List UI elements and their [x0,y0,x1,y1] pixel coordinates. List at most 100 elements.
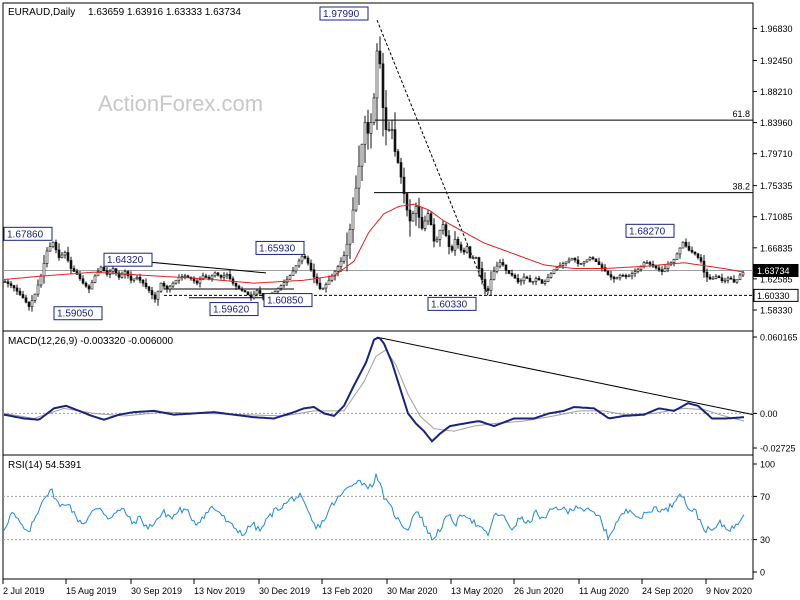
date-tick-label: 11 Aug 2020 [579,586,629,596]
price-tick-label: 1.88210 [760,87,793,97]
candle-body [387,129,391,131]
candle-body [198,279,202,284]
candle-body [141,279,145,284]
candle-body [129,275,133,281]
candle-body [426,213,430,222]
candle-body [645,262,649,264]
candle-body [453,238,457,251]
candle-body [15,287,19,292]
candle-body [57,249,61,258]
candle-body [540,279,544,284]
rsi-label: RSI(14) 54.5391 [8,460,82,471]
candle-body [186,275,190,278]
candle-body [624,275,628,278]
candle-body [648,262,652,265]
candle-body [585,259,589,263]
candle-body [378,50,382,65]
candle-body [12,285,16,289]
candle-body [174,279,178,284]
candle-body [534,277,538,282]
candle-body [465,246,469,253]
price-label-box [263,293,313,308]
candle-body [486,288,490,291]
candle-body [351,209,355,230]
candle-body [276,288,280,292]
candle-body [456,238,460,246]
price-label-box [209,302,259,317]
candle-body [480,268,484,280]
candle-body [408,209,412,222]
price-label: 1.68270 [629,226,666,237]
candle-body [594,258,598,263]
candle-body [432,224,436,242]
candle-body [138,277,142,281]
candle-body [678,247,682,255]
candle-body [660,269,664,272]
candle-body [477,257,481,269]
candle-body [318,282,322,289]
candle-body [732,278,736,283]
candle-body [144,282,148,288]
candle-body [210,275,214,280]
macd-signal-line [3,349,745,432]
date-tick-label: 13 May 2020 [451,586,503,596]
chart-ohlc: 1.63659 1.63916 1.63333 1.63734 [88,7,241,18]
candle-body [282,282,286,286]
watermark: ActionForex.com [98,91,263,116]
candle-body [60,254,64,258]
candle-body [414,206,418,214]
candle-body [249,294,253,299]
rsi-panel: 100 70 30 0 [3,460,775,578]
candle-body [369,121,373,134]
candle-body [96,271,100,277]
macd-line [3,336,745,443]
candle-body [591,257,595,260]
candle-body [252,293,256,299]
candle-body [588,257,592,261]
candle-body [375,50,379,99]
candle-body [9,283,13,286]
candle-body [255,290,259,295]
candle-body [207,277,211,280]
candle-body [396,151,400,163]
candle-body [192,278,196,282]
candle-body [582,261,586,264]
price-tick-label: 1.71085 [760,212,793,222]
candle-body [216,272,220,276]
candle-body [690,249,694,253]
candle-body [573,257,577,261]
candle-body [579,263,583,265]
candle-body [681,241,685,249]
rsi-line [3,473,745,541]
price-axis: 1.96830 1.92450 1.88210 1.83960 1.79710 1.753… [753,24,793,316]
date-tick-label: 13 Feb 2020 [322,586,373,596]
candle-body [30,300,34,307]
candle-body [708,276,712,280]
candle-body [327,279,331,285]
support-marker: 1.60330 [757,291,790,301]
candle-body [537,277,541,281]
candle-body [126,271,130,277]
candle-body [72,268,76,272]
candle-body [528,277,532,283]
candle-body [345,243,349,257]
candle-body [525,276,529,279]
candle-body [132,278,136,281]
candle-body [219,274,223,278]
candle-body [33,293,37,301]
date-tick-label: 24 Sep 2020 [642,586,693,596]
candle-body [729,277,733,280]
price-label: 1.59050 [57,309,94,320]
candle-body [723,279,727,282]
candle-body [576,259,580,264]
candle-body [246,291,250,296]
price-label-box [625,223,675,238]
candle-body [570,257,574,261]
candle-body [204,275,208,278]
candle-body [21,294,25,299]
moving-average [3,203,745,284]
candle-body [519,280,523,283]
candle-body [471,257,475,259]
candle-body [699,257,703,262]
candle-body [162,282,166,287]
